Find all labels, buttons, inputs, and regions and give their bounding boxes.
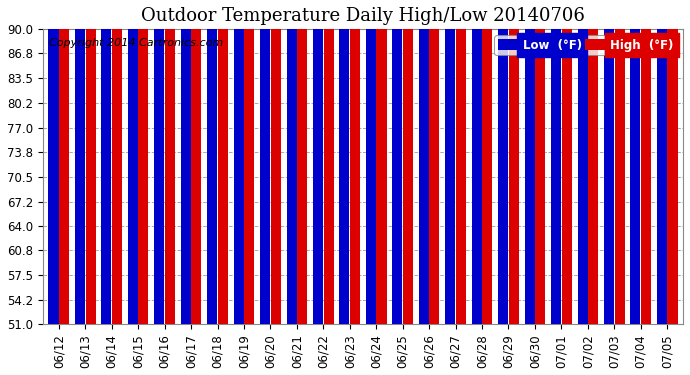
Bar	[297, 0, 307, 324]
Bar	[535, 0, 545, 324]
Bar	[472, 0, 482, 324]
Bar	[339, 0, 350, 324]
Bar	[139, 0, 148, 324]
Bar	[429, 0, 440, 324]
Bar	[588, 0, 598, 324]
Bar	[207, 0, 217, 324]
Bar	[260, 0, 270, 324]
Bar	[578, 0, 588, 324]
Bar	[482, 0, 493, 324]
Bar	[181, 0, 190, 324]
Bar	[631, 0, 640, 324]
Bar	[128, 0, 138, 324]
Bar	[350, 0, 360, 324]
Bar	[498, 0, 509, 324]
Bar	[101, 0, 111, 324]
Bar	[615, 0, 624, 324]
Bar	[393, 0, 402, 324]
Bar	[456, 0, 466, 324]
Text: Copyright 2014 Cartronics.com: Copyright 2014 Cartronics.com	[49, 38, 224, 48]
Bar	[218, 0, 228, 324]
Bar	[445, 0, 455, 324]
Bar	[366, 0, 376, 324]
Bar	[551, 0, 561, 324]
Bar	[234, 0, 244, 324]
Bar	[667, 0, 678, 324]
Bar	[509, 0, 519, 324]
Bar	[270, 0, 281, 324]
Bar	[524, 0, 535, 324]
Bar	[377, 0, 386, 324]
Bar	[403, 0, 413, 324]
Bar	[155, 0, 164, 324]
Bar	[562, 0, 572, 324]
Bar	[59, 0, 69, 324]
Bar	[324, 0, 334, 324]
Bar	[191, 0, 201, 324]
Bar	[165, 0, 175, 324]
Bar	[286, 0, 297, 324]
Bar	[641, 0, 651, 324]
Bar	[419, 0, 429, 324]
Title: Outdoor Temperature Daily High/Low 20140706: Outdoor Temperature Daily High/Low 20140…	[141, 7, 585, 25]
Bar	[48, 0, 59, 324]
Bar	[657, 0, 667, 324]
Bar	[112, 0, 122, 324]
Bar	[604, 0, 614, 324]
Bar	[86, 0, 95, 324]
Bar	[75, 0, 85, 324]
Legend: Low  (°F), High  (°F): Low (°F), High (°F)	[495, 35, 677, 55]
Bar	[244, 0, 255, 324]
Bar	[313, 0, 323, 324]
